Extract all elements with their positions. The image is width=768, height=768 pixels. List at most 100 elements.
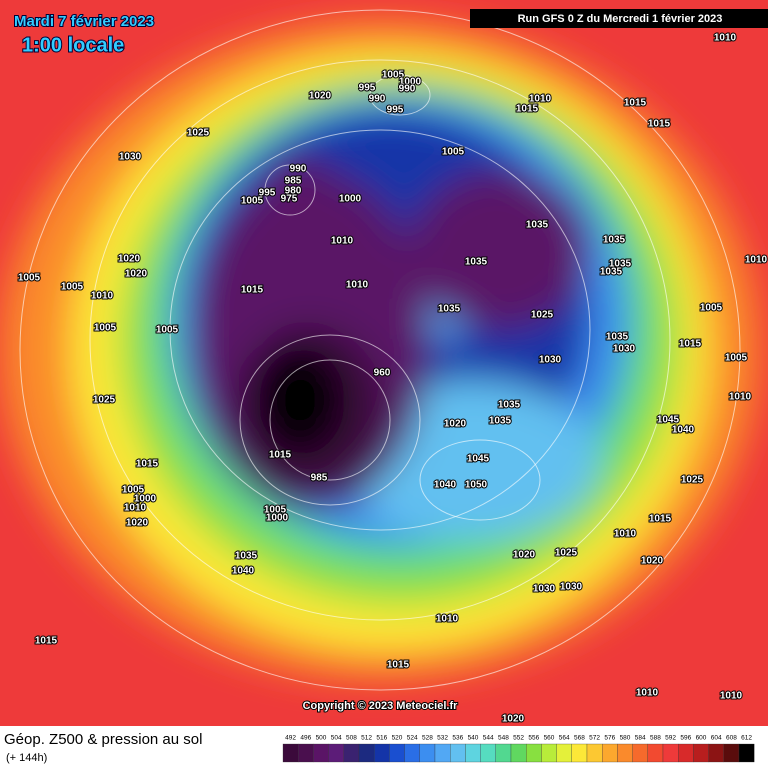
isobar-label: 1015 bbox=[269, 450, 292, 461]
scale-swatch bbox=[602, 743, 618, 763]
scale-swatch bbox=[693, 743, 709, 763]
isobar-label: 995 bbox=[359, 83, 376, 94]
isobar-label: 1040 bbox=[434, 480, 457, 491]
isobar-label: 1035 bbox=[235, 551, 258, 562]
scale-swatch bbox=[526, 743, 542, 763]
isobar-label: 1035 bbox=[606, 332, 629, 343]
scale-swatch bbox=[738, 743, 755, 763]
scale-swatch bbox=[358, 743, 375, 763]
isobar-label: 1035 bbox=[600, 267, 623, 278]
scale-label: 592 bbox=[665, 735, 676, 742]
date-label: Mardi 7 février 2023 bbox=[14, 13, 154, 30]
scale-swatch bbox=[480, 743, 496, 763]
isobar-label: 1015 bbox=[649, 514, 672, 525]
isobar-label: 1005 bbox=[61, 282, 84, 293]
isobar-label: 990 bbox=[369, 94, 386, 105]
scale-swatch bbox=[708, 743, 724, 763]
isobar-label: 1045 bbox=[467, 454, 490, 465]
isobar-label: 975 bbox=[281, 194, 298, 205]
isobar-label: 1030 bbox=[533, 584, 556, 595]
isobar-label: 1005 bbox=[241, 196, 264, 207]
scale-swatch bbox=[343, 743, 360, 763]
footer-subtitle: (+ 144h) bbox=[6, 752, 47, 764]
isobar-label: 1020 bbox=[309, 91, 332, 102]
isobar-label: 1035 bbox=[465, 257, 488, 268]
isobar-label: 1010 bbox=[714, 33, 737, 44]
scale-swatch bbox=[541, 743, 557, 763]
isobar-label: 1005 bbox=[700, 303, 723, 314]
isobar-label: 1000 bbox=[399, 77, 422, 88]
scale-swatch bbox=[434, 743, 451, 763]
isobar-label: 1020 bbox=[444, 419, 467, 430]
isobar-label: 1020 bbox=[502, 714, 525, 725]
footer-title: Géop. Z500 & pression au sol bbox=[4, 731, 202, 748]
isobar-label: 960 bbox=[374, 368, 391, 379]
scale-swatch bbox=[571, 743, 588, 763]
isobar-label: 980 bbox=[285, 186, 302, 197]
scale-label: 608 bbox=[726, 735, 737, 742]
scale-label: 528 bbox=[422, 735, 433, 742]
isobar-label: 1005 bbox=[442, 147, 465, 158]
run-box bbox=[470, 9, 768, 28]
run-label: Run GFS 0 Z du Mercredi 1 février 2023 bbox=[518, 13, 723, 25]
scale-label: 500 bbox=[316, 735, 327, 742]
isobar-label: 1030 bbox=[560, 582, 583, 593]
isobar-label: 1035 bbox=[609, 259, 632, 270]
scale-swatch bbox=[328, 743, 344, 763]
copyright: Copyright © 2023 Meteociel.fr bbox=[303, 700, 459, 712]
scale-label: 556 bbox=[528, 735, 539, 742]
scale-label: 504 bbox=[331, 735, 342, 742]
isobar-label: 1010 bbox=[331, 236, 354, 247]
isobar-label: 1010 bbox=[729, 392, 752, 403]
isobar-label: 1015 bbox=[387, 660, 410, 671]
scale-swatch bbox=[586, 743, 603, 763]
scale-swatch bbox=[450, 743, 466, 763]
isobar-label: 1020 bbox=[641, 556, 664, 567]
isobar-label: 1010 bbox=[436, 614, 459, 625]
isobar-label: 1015 bbox=[516, 104, 539, 115]
isobar-label: 1020 bbox=[118, 254, 141, 265]
scale-swatch bbox=[647, 743, 664, 763]
scale-label: 540 bbox=[468, 735, 479, 742]
scale-label: 596 bbox=[680, 735, 691, 742]
scale-label: 552 bbox=[513, 735, 524, 742]
scale-label: 600 bbox=[696, 735, 707, 742]
scale-label: 588 bbox=[650, 735, 661, 742]
isobar-label: 1040 bbox=[232, 566, 255, 577]
isobar-label: 1010 bbox=[529, 94, 552, 105]
scale-swatch bbox=[495, 743, 512, 763]
isobar-label: 1030 bbox=[613, 344, 636, 355]
color-scale: 492 496 500 504 508 512 516 520 524 528 532 536 540 5… bbox=[282, 735, 755, 763]
scale-swatch bbox=[465, 743, 481, 763]
isobar-labels: 1010100510009959909909951010101510151015… bbox=[17, 32, 768, 726]
isobar-label: 1015 bbox=[35, 636, 58, 647]
isobar-label: 1025 bbox=[555, 548, 578, 559]
isobar-label: 1010 bbox=[614, 529, 637, 540]
isobar-label: 985 bbox=[311, 473, 328, 484]
isobar-label: 1025 bbox=[681, 475, 704, 486]
isobar-label: 1015 bbox=[648, 119, 671, 130]
scale-swatch bbox=[313, 743, 329, 763]
map-field bbox=[0, 0, 768, 726]
isobar-label: 1005 bbox=[122, 485, 145, 496]
isobar-label: 1005 bbox=[382, 70, 405, 81]
isobar-label: 1035 bbox=[603, 235, 626, 246]
scale-label: 544 bbox=[483, 735, 494, 742]
isobar-label: 1015 bbox=[241, 285, 264, 296]
isobar-label: 1005 bbox=[156, 325, 179, 336]
scale-label: 584 bbox=[635, 735, 646, 742]
isobar-label: 1005 bbox=[94, 323, 117, 334]
isobar-label: 1035 bbox=[438, 304, 461, 315]
isobar-label: 1010 bbox=[745, 255, 768, 266]
isobar-label: 1045 bbox=[657, 415, 680, 426]
scale-label: 612 bbox=[741, 735, 752, 742]
isobar-label: 990 bbox=[399, 84, 416, 95]
scale-swatch bbox=[678, 743, 694, 763]
isobar-label: 1030 bbox=[539, 355, 562, 366]
scale-swatch bbox=[389, 743, 405, 763]
scale-label: 492 bbox=[285, 735, 296, 742]
scale-label: 516 bbox=[376, 735, 387, 742]
scale-swatch bbox=[617, 743, 633, 763]
isobar-label: 1010 bbox=[636, 688, 659, 699]
